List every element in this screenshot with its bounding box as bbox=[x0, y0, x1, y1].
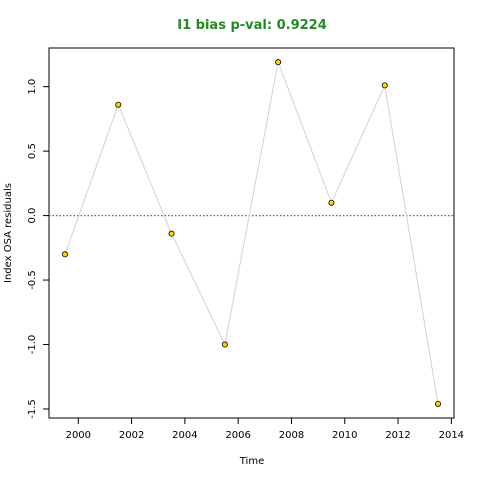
y-tick-label: -1.5 bbox=[27, 399, 38, 419]
data-point bbox=[221, 341, 228, 348]
y-tick-label: 0.0 bbox=[27, 208, 38, 224]
series-line bbox=[64, 60, 439, 404]
x-tick-label: 2010 bbox=[332, 430, 357, 441]
data-point bbox=[435, 400, 442, 407]
series-line-layer bbox=[64, 60, 439, 404]
x-tick-label: 2004 bbox=[172, 430, 197, 441]
x-tick-label: 2000 bbox=[66, 430, 91, 441]
data-point bbox=[168, 230, 175, 237]
data-point bbox=[115, 101, 122, 108]
y-tick-label: -0.5 bbox=[27, 270, 38, 290]
y-tick-label: -1.0 bbox=[27, 335, 38, 355]
y-tick-label: 1.0 bbox=[27, 79, 38, 95]
y-tick-label: 0.5 bbox=[27, 143, 38, 159]
x-tick-label: 2014 bbox=[439, 430, 464, 441]
y-axis-label: Index OSA residuals bbox=[3, 183, 14, 283]
x-tick-label: 2008 bbox=[279, 430, 304, 441]
data-point bbox=[328, 199, 335, 206]
data-point-layer bbox=[61, 59, 442, 407]
x-axis-label: Time bbox=[239, 456, 264, 467]
y-axis: -1.5 -1.0 -0.5 0.0 0.5 1.0 bbox=[27, 79, 49, 419]
plot-frame bbox=[48, 47, 455, 419]
x-tick-label: 2006 bbox=[225, 430, 250, 441]
x-tick-label: 2012 bbox=[385, 430, 410, 441]
chart-title: I1 bias p-val: 0.9224 bbox=[177, 18, 327, 33]
data-point bbox=[381, 82, 388, 89]
data-point bbox=[61, 251, 68, 258]
x-axis: 2000 2002 2004 2006 2008 2010 2012 2014 bbox=[66, 418, 464, 441]
data-point bbox=[275, 59, 282, 66]
x-tick-label: 2002 bbox=[119, 430, 144, 441]
